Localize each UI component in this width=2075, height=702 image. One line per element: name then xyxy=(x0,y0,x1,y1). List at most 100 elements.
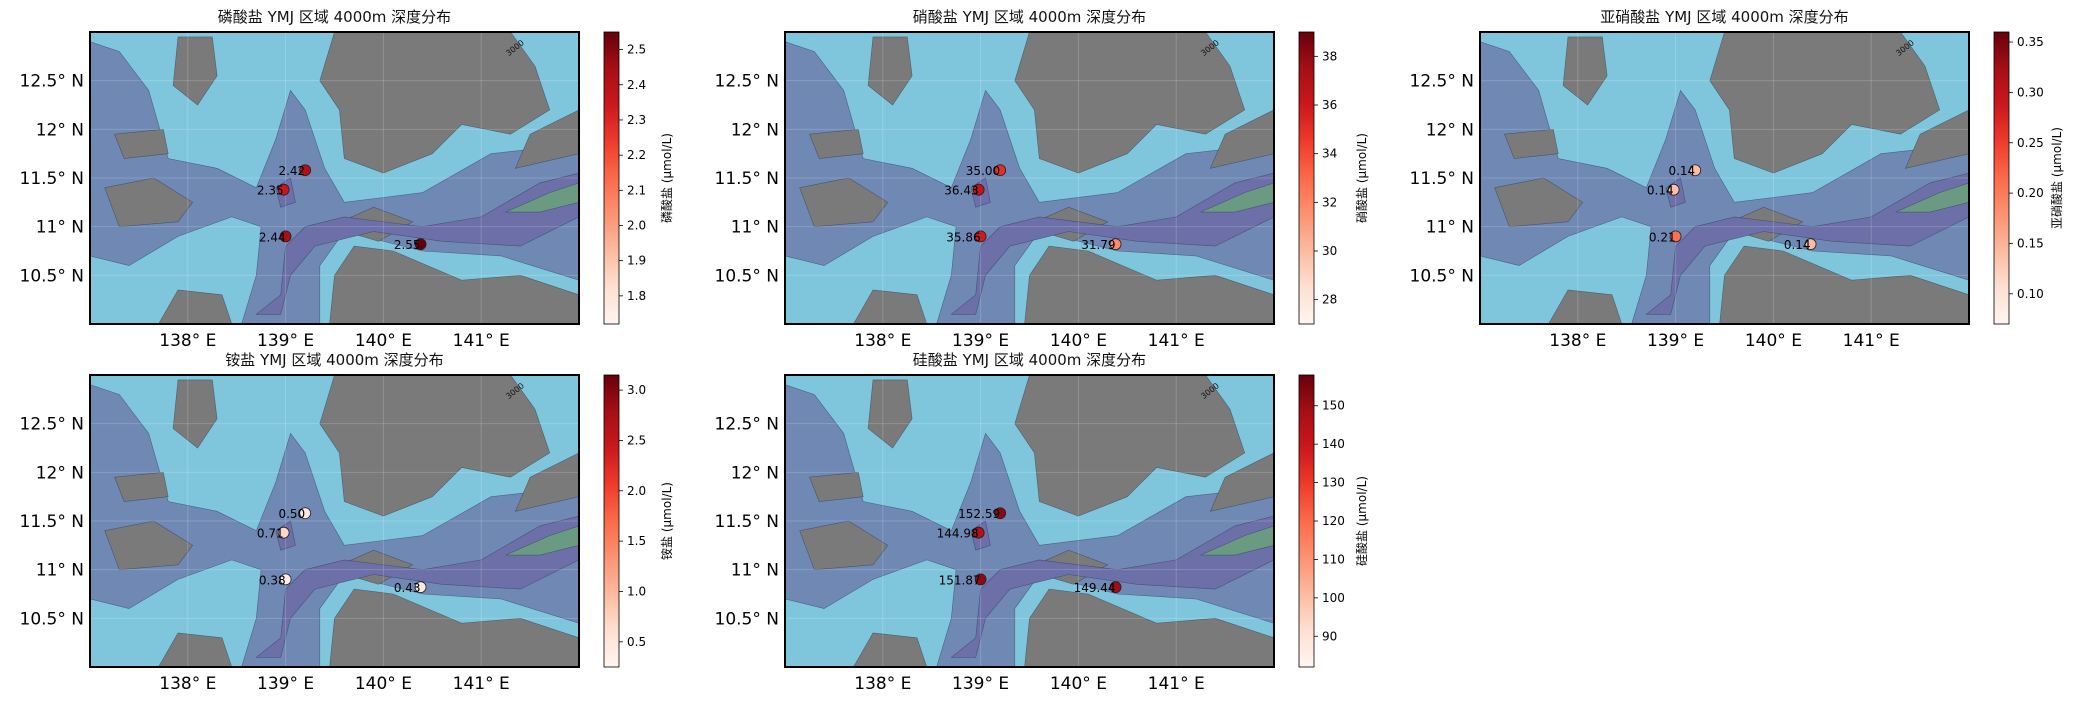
land-area xyxy=(1024,245,1274,324)
land-area xyxy=(1024,588,1274,667)
panel-silicate: 硅酸盐 YMJ 区域 4000m 深度分布 3000 138° E 139° E 14… xyxy=(695,343,1385,693)
land-area xyxy=(1548,289,1623,324)
sample-point xyxy=(414,581,427,594)
colorbar-label: 硅酸盐 (μmol/L) xyxy=(1354,476,1369,566)
colorbar-tick-label: 38 xyxy=(1322,49,1337,63)
y-tick-label: 10.5° N xyxy=(1410,266,1474,286)
point-value-label: 0.38 xyxy=(259,573,286,587)
colorbar-tick-label: 2.4 xyxy=(627,78,646,92)
point-value-label: 0.43 xyxy=(394,581,421,595)
land-area xyxy=(1014,375,1246,517)
land-area xyxy=(1014,32,1246,174)
x-tick-label: 140° E xyxy=(355,674,412,693)
y-tick-label: 12° N xyxy=(1426,120,1474,140)
colorbar xyxy=(1993,31,2010,325)
y-tick-label: 12° N xyxy=(36,463,84,483)
x-tick-label: 140° E xyxy=(1745,331,1802,350)
panel-title: 铵盐 YMJ 区域 4000m 深度分布 xyxy=(225,351,444,369)
colorbar-tick-label: 0.10 xyxy=(2017,287,2044,301)
sample-point xyxy=(277,526,290,539)
axes-frame xyxy=(89,31,580,325)
x-tick-label: 138° E xyxy=(854,674,911,693)
colorbar-tick-label: 1.5 xyxy=(627,534,646,548)
colorbar-tick-label: 120 xyxy=(1322,514,1345,528)
panel-title: 亚硝酸盐 YMJ 区域 4000m 深度分布 xyxy=(1600,8,1849,26)
colorbar-tick-label: 0.5 xyxy=(627,635,646,649)
y-tick-label: 12.5° N xyxy=(715,415,779,435)
x-tick-label: 140° E xyxy=(355,331,412,350)
point-value-label: 144.98 xyxy=(937,527,979,541)
axes-frame xyxy=(1479,31,1970,325)
land-area xyxy=(329,245,579,324)
point-value-label: 0.14 xyxy=(1784,238,1811,252)
y-tick-label: 12.5° N xyxy=(20,72,84,92)
colorbar-tick-label: 90 xyxy=(1322,629,1337,643)
land-area xyxy=(114,128,169,159)
colorbar-tick-label: 2.5 xyxy=(627,433,646,447)
sample-point xyxy=(299,507,312,520)
deepest-area xyxy=(1200,182,1274,213)
x-tick-label: 141° E xyxy=(1843,331,1900,350)
sample-point xyxy=(974,573,987,586)
colorbar-tick-label: 140 xyxy=(1322,437,1345,451)
land-area xyxy=(1209,109,1274,169)
y-tick-label: 10.5° N xyxy=(20,609,84,629)
colorbar-tick-label: 3.0 xyxy=(627,383,646,397)
y-tick-label: 11.5° N xyxy=(715,512,779,532)
deepest-area xyxy=(1895,182,1969,213)
y-tick-label: 10.5° N xyxy=(715,609,779,629)
x-tick-label: 139° E xyxy=(257,331,314,350)
colorbar-label: 硝酸盐 (μmol/L) xyxy=(1354,133,1369,223)
point-value-label: 149.44 xyxy=(1074,581,1116,595)
sample-point xyxy=(974,230,987,243)
sample-point xyxy=(414,238,427,251)
sample-point xyxy=(277,183,290,196)
y-tick-label: 11° N xyxy=(36,561,84,581)
colorbar-tick-label: 0.25 xyxy=(2017,136,2044,150)
panel-title: 磷酸盐 YMJ 区域 4000m 深度分布 xyxy=(217,8,452,26)
colorbar-tick-label: 36 xyxy=(1322,98,1337,112)
colorbar xyxy=(603,31,620,325)
land-area xyxy=(514,452,579,512)
sample-point xyxy=(299,164,312,177)
panel-ammonium: 铵盐 YMJ 区域 4000m 深度分布 3000 138° E 139° E 140… xyxy=(0,343,690,693)
land-area xyxy=(158,632,233,667)
land-area xyxy=(114,471,169,502)
colorbar-tick-label: 32 xyxy=(1322,195,1337,209)
x-tick-label: 141° E xyxy=(453,331,510,350)
sample-point xyxy=(279,573,292,586)
bathymetry xyxy=(785,32,1274,324)
trench-area xyxy=(950,172,1274,315)
colorbar-tick-label: 0.20 xyxy=(2017,186,2044,200)
point-value-label: 2.42 xyxy=(278,164,305,178)
x-tick-label: 141° E xyxy=(453,674,510,693)
point-value-label: 35.86 xyxy=(946,230,980,244)
axes-frame xyxy=(89,374,580,668)
point-value-label: 152.59 xyxy=(958,507,1000,521)
y-tick-label: 11.5° N xyxy=(1410,169,1474,189)
y-tick-label: 10.5° N xyxy=(715,266,779,286)
land-area xyxy=(319,32,551,174)
x-tick-label: 141° E xyxy=(1148,674,1205,693)
x-tick-label: 141° E xyxy=(1148,331,1205,350)
sample-point xyxy=(1667,183,1680,196)
land-area xyxy=(1504,128,1559,159)
colorbar-tick-label: 0.15 xyxy=(2017,236,2044,250)
x-tick-label: 139° E xyxy=(952,331,1009,350)
bathymetry xyxy=(1480,32,1969,324)
trench-area xyxy=(950,515,1274,658)
colorbar-tick-label: 2.0 xyxy=(627,218,646,232)
axes-frame xyxy=(784,31,1275,325)
colorbar xyxy=(1298,31,1315,325)
colorbar-label: 铵盐 (μmol/L) xyxy=(659,482,674,560)
colorbar-label: 磷酸盐 (μmol/L) xyxy=(659,133,674,223)
land-area xyxy=(514,109,579,169)
sample-point xyxy=(1689,164,1702,177)
colorbar-tick-label: 0.35 xyxy=(2017,35,2044,49)
y-tick-label: 11° N xyxy=(731,218,779,238)
colorbar-tick-label: 130 xyxy=(1322,476,1345,490)
colorbar-tick-label: 110 xyxy=(1322,552,1345,566)
deepest-area xyxy=(505,525,579,556)
